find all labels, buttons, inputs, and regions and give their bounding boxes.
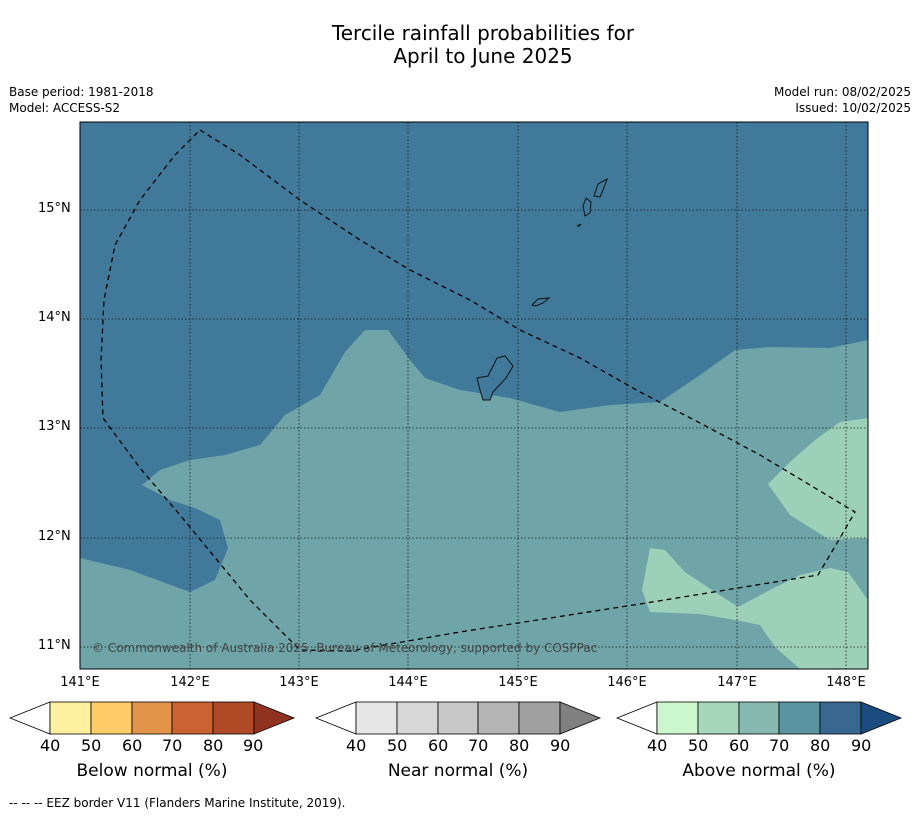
lat-tick-13n: 13°N (38, 419, 71, 434)
cb-above-50 (697, 701, 740, 735)
lon-tick-148e: 148°E (826, 675, 866, 690)
cb-near-80 (518, 701, 561, 735)
cb-above-40 (656, 701, 699, 735)
cb-above-label-90: 90 (851, 736, 872, 755)
cb-near-label-80: 80 (509, 736, 530, 755)
island-tinian (582, 197, 592, 217)
lat-tick-15n: 15°N (38, 201, 71, 216)
lon-tick-143e: 143°E (279, 675, 319, 690)
cb-below-label-40: 40 (40, 736, 61, 755)
cb-below-50 (90, 701, 133, 735)
cb-below-title: Below normal (%) (76, 761, 228, 781)
lon-tick-144e: 144°E (388, 675, 428, 690)
island-rota (531, 297, 551, 307)
cb-near-label-90: 90 (550, 736, 571, 755)
lat-tick-12n: 12°N (38, 529, 71, 544)
issued-date: Issued: 10/02/2025 (795, 101, 911, 115)
cb-below-label-90: 90 (243, 736, 264, 755)
cb-above-70 (778, 701, 821, 735)
island-aguijan (576, 223, 582, 227)
cb-below-label-50: 50 (81, 736, 102, 755)
eez-legend-note: -- -- -- EEZ border V11 (Flanders Marine… (9, 796, 346, 810)
cb-near-label-70: 70 (468, 736, 489, 755)
cb-above-high-arrow (860, 701, 903, 735)
cb-above-label-80: 80 (810, 736, 831, 755)
cb-below-60 (131, 701, 173, 735)
cb-above-80 (819, 701, 862, 735)
gridlines (80, 122, 868, 669)
lon-tick-145e: 145°E (498, 675, 538, 690)
colorbar-above (615, 701, 903, 735)
lon-tick-147e: 147°E (717, 675, 757, 690)
title-line-2: April to June 2025 (393, 44, 573, 68)
cb-near-label-60: 60 (428, 736, 449, 755)
lon-tick-141e: 141°E (60, 675, 100, 690)
cb-below-label-80: 80 (203, 736, 224, 755)
above-60-patch (450, 469, 494, 503)
lat-tick-14n: 14°N (38, 310, 71, 325)
model-run: Model run: 08/02/2025 (773, 85, 911, 99)
base-period: Base period: 1981-2018 (9, 85, 154, 99)
island-saipan (593, 177, 608, 198)
cb-above-low-arrow (615, 701, 658, 735)
meta-left: Base period: 1981-2018 Model: ACCESS-S2 (9, 84, 154, 116)
cb-near-label-50: 50 (387, 736, 408, 755)
island-guam (476, 355, 514, 401)
cb-below-40 (49, 701, 92, 735)
copyright: © Commonwealth of Australia 2025, Bureau… (92, 641, 598, 655)
cb-above-title: Above normal (%) (682, 761, 836, 781)
cb-near-60 (437, 701, 479, 735)
cb-near-40 (355, 701, 398, 735)
meta-right: Model run: 08/02/2025 Issued: 10/02/2025 (774, 84, 911, 116)
above-50-region-east (768, 418, 868, 540)
cb-below-label-70: 70 (162, 736, 183, 755)
probability-field (80, 122, 868, 669)
cb-above-60 (738, 701, 780, 735)
cb-near-70 (477, 701, 520, 735)
cb-near-low-arrow (314, 701, 357, 735)
lat-tick-11n: 11°N (38, 638, 71, 653)
cb-below-low-arrow (8, 701, 51, 735)
colorbar-near (314, 701, 602, 735)
cb-near-label-40: 40 (346, 736, 367, 755)
cb-above-label-60: 60 (729, 736, 750, 755)
cb-below-high-arrow (253, 701, 296, 735)
islands (476, 177, 608, 401)
lon-tick-142e: 142°E (170, 675, 210, 690)
map-title: Tercile rainfall probabilities for April… (0, 22, 919, 68)
map-frame (79, 121, 869, 670)
model-name: Model: ACCESS-S2 (9, 101, 121, 115)
colorbar-below (8, 701, 296, 735)
cb-above-label-50: 50 (688, 736, 709, 755)
cb-near-title: Near normal (%) (387, 761, 529, 781)
title-line-1: Tercile rainfall probabilities for (331, 21, 635, 45)
lon-tick-146e: 146°E (607, 675, 647, 690)
above-50-region-south (642, 548, 868, 669)
cb-near-50 (396, 701, 439, 735)
cb-near-high-arrow (559, 701, 602, 735)
cb-below-80 (212, 701, 255, 735)
cb-below-label-60: 60 (122, 736, 143, 755)
cb-above-label-70: 70 (769, 736, 790, 755)
eez-border (100, 129, 856, 652)
cb-above-label-40: 40 (647, 736, 668, 755)
cb-below-70 (171, 701, 214, 735)
